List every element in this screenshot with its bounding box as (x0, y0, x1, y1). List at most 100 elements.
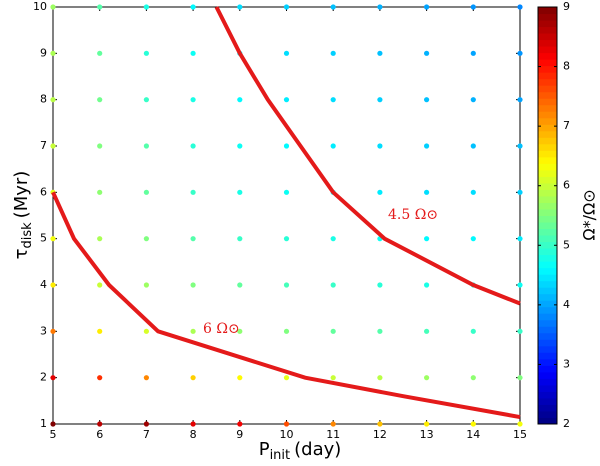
colorbar-band (538, 332, 557, 340)
point (470, 189, 476, 195)
colorbar-band (538, 72, 557, 80)
point (424, 328, 430, 334)
point (50, 50, 56, 56)
colorbar-band (538, 410, 557, 418)
colorbar-tick-label: 7 (563, 119, 570, 132)
point (97, 97, 103, 103)
colorbar-band (538, 235, 557, 243)
colorbar-band (538, 208, 557, 216)
point (470, 50, 476, 56)
point (470, 375, 476, 381)
point (283, 97, 290, 103)
y-tick-label: 7 (40, 139, 47, 152)
y-tick-label: 3 (40, 324, 47, 337)
point (190, 189, 196, 195)
colorbar-tick-label: 5 (563, 238, 570, 251)
colorbar-band (538, 26, 557, 34)
colorbar-band (538, 404, 557, 412)
colorbar-band (538, 189, 557, 197)
y-tick-label: 8 (40, 93, 47, 106)
point (283, 50, 290, 56)
colorbar-band (538, 46, 557, 54)
colorbar-band (538, 339, 557, 347)
point (377, 189, 383, 195)
point (97, 143, 103, 149)
point (143, 421, 149, 427)
colorbar-tick-label: 8 (563, 60, 570, 73)
point (50, 97, 56, 103)
colorbar-band (538, 384, 557, 392)
colorbar-band (538, 65, 557, 73)
point (517, 328, 523, 334)
contour-line (51, 191, 521, 420)
point (50, 328, 56, 334)
colorbar-band (538, 111, 557, 119)
point (424, 236, 430, 242)
colorbar-band (538, 52, 557, 60)
point (97, 50, 103, 56)
point (190, 4, 196, 10)
colorbar-tick-label: 6 (563, 179, 570, 192)
point (330, 328, 336, 334)
y-axis-label: τdisk(Myr) (11, 171, 35, 260)
colorbar-band (538, 293, 557, 301)
point (424, 50, 430, 56)
x-tick-label: 9 (236, 428, 243, 441)
colorbar-band (538, 358, 557, 366)
point (377, 421, 383, 427)
point (377, 143, 383, 149)
point (143, 4, 149, 10)
point (190, 50, 196, 56)
point (190, 328, 196, 334)
colorbar-tick-label: 4 (563, 298, 570, 311)
point (377, 4, 383, 10)
colorbar-gradient (538, 7, 557, 425)
point (330, 282, 336, 288)
point (470, 236, 476, 242)
colorbar-band (538, 274, 557, 282)
point (97, 189, 103, 195)
colorbar-band (538, 326, 557, 334)
colorbar-band (538, 59, 557, 67)
point (283, 4, 290, 10)
point (143, 97, 149, 103)
x-axis-label: Pinit (day) (259, 439, 342, 463)
point (424, 143, 430, 149)
point (424, 189, 430, 195)
point (50, 4, 56, 10)
point (330, 143, 336, 149)
colorbar-band (538, 91, 557, 99)
colorbar-band (538, 176, 557, 184)
point (330, 421, 336, 427)
colorbar-band (538, 150, 557, 158)
point (50, 282, 56, 288)
point (517, 143, 523, 149)
colorbar-band (538, 391, 557, 399)
colorbar-band (538, 300, 557, 308)
point (377, 282, 383, 288)
point (470, 4, 476, 10)
point (50, 375, 56, 381)
x-tick-label: 15 (513, 428, 527, 441)
point (143, 236, 149, 242)
point (424, 421, 430, 427)
point (237, 236, 243, 242)
colorbar-band (538, 20, 557, 28)
point (517, 4, 523, 10)
colorbar-band (538, 7, 557, 15)
point (283, 282, 290, 288)
colorbar-band (538, 195, 557, 203)
point (143, 143, 149, 149)
point (190, 97, 196, 103)
point (283, 236, 290, 242)
point (424, 282, 430, 288)
point (424, 375, 430, 381)
point (283, 189, 290, 195)
point (377, 97, 383, 103)
point (470, 97, 476, 103)
contour-label: 4.5 Ω⊙ (388, 207, 438, 223)
point (517, 236, 523, 242)
point (470, 328, 476, 334)
colorbar-band (538, 78, 557, 86)
